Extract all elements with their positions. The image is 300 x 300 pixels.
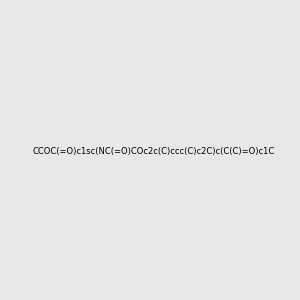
Text: CCOC(=O)c1sc(NC(=O)COc2c(C)ccc(C)c2C)c(C(C)=O)c1C: CCOC(=O)c1sc(NC(=O)COc2c(C)ccc(C)c2C)c(C… (33, 147, 275, 156)
